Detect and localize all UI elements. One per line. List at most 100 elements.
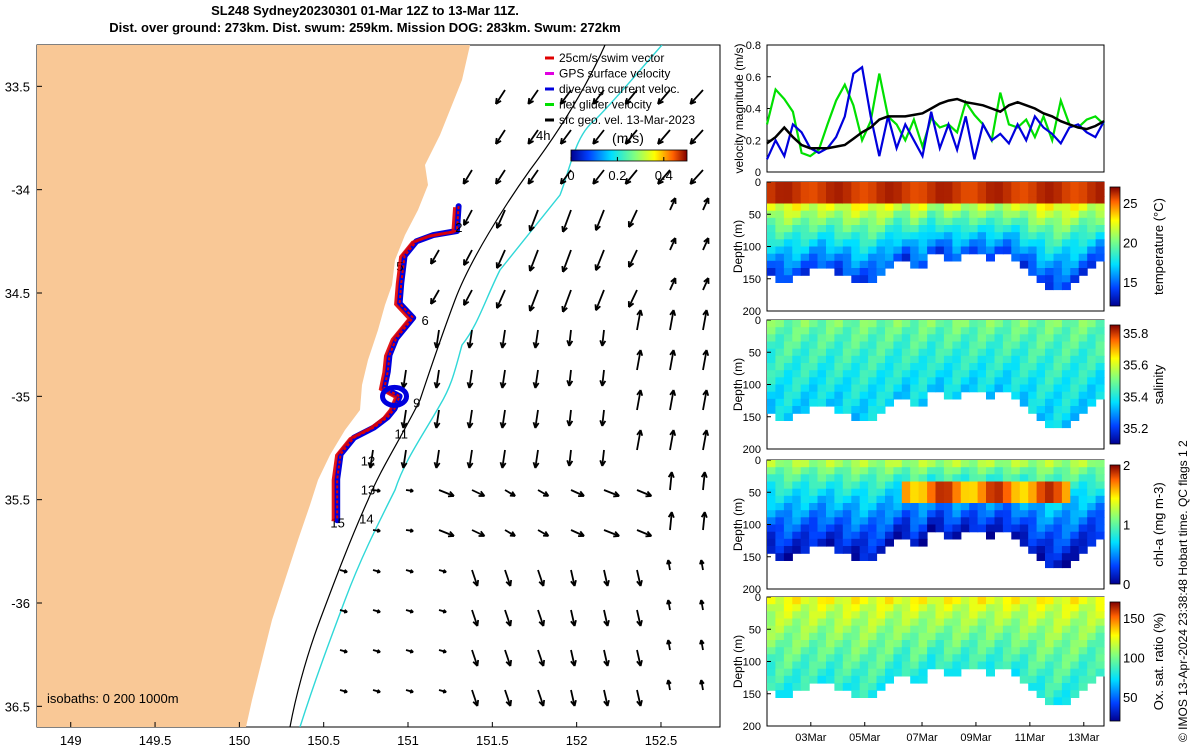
current-vector-arrow bbox=[666, 559, 672, 571]
heatmap-cell bbox=[800, 334, 810, 343]
heatmap-cell bbox=[952, 320, 962, 328]
heatmap-cell bbox=[1078, 327, 1088, 335]
heatmap-cell bbox=[775, 355, 785, 364]
heatmap-cell bbox=[1028, 531, 1038, 540]
heatmap-cell bbox=[1053, 460, 1063, 468]
heatmap-cell bbox=[767, 647, 776, 655]
heatmap-cell bbox=[834, 611, 844, 620]
heatmap-cell bbox=[834, 510, 844, 518]
heatmap-cell bbox=[927, 640, 937, 648]
heatmap-cell bbox=[1061, 320, 1071, 328]
heatmap-cell bbox=[859, 210, 869, 219]
heatmap-cell bbox=[960, 210, 970, 219]
heatmap-cell bbox=[868, 467, 878, 475]
heatmap-cell bbox=[851, 517, 861, 526]
heatmap-cell bbox=[910, 647, 920, 655]
heatmap-cell bbox=[1019, 363, 1029, 371]
heatmap-cell bbox=[893, 467, 903, 475]
colorbar-tick-label: 35.2 bbox=[1123, 421, 1148, 436]
heatmap-cell bbox=[792, 210, 802, 219]
heatmap-cell bbox=[868, 503, 878, 511]
heatmap-cell bbox=[817, 517, 827, 526]
heatmap-cell bbox=[1078, 618, 1088, 627]
heatmap-cell bbox=[826, 210, 835, 219]
heatmap-cell bbox=[809, 398, 819, 407]
heatmap-cell bbox=[1011, 510, 1021, 518]
heatmap-cell bbox=[826, 182, 835, 190]
heatmap-cell bbox=[1070, 553, 1080, 561]
current-vector-arrow bbox=[495, 209, 506, 229]
heatmap-cell bbox=[876, 398, 886, 407]
heatmap-cell bbox=[1011, 668, 1021, 677]
heatmap-cell bbox=[1019, 210, 1029, 219]
heatmap-cell bbox=[1053, 517, 1063, 526]
heatmap-cell bbox=[960, 474, 970, 483]
heatmap-cell bbox=[1036, 377, 1046, 386]
heatmap-cell bbox=[767, 391, 776, 400]
heatmap-cell bbox=[1061, 697, 1071, 706]
heatmap-cell bbox=[851, 370, 861, 378]
heatmap-cell bbox=[885, 189, 894, 197]
heatmap-cell bbox=[1078, 510, 1088, 518]
heatmap-cell bbox=[876, 481, 886, 490]
heatmap-cell bbox=[1078, 625, 1088, 634]
heatmap-cell bbox=[876, 654, 886, 663]
heatmap-cell bbox=[851, 377, 861, 386]
current-vector-arrow bbox=[624, 129, 638, 145]
heatmap-cell bbox=[876, 618, 886, 627]
heatmap-cell bbox=[960, 196, 970, 205]
heatmap-cell bbox=[1002, 524, 1012, 533]
track-label: 9 bbox=[413, 396, 420, 411]
heatmap-cell bbox=[775, 488, 785, 497]
heatmap-cell bbox=[876, 406, 886, 414]
velocity-y-tick-label: 0.6 bbox=[746, 72, 761, 84]
heatmap-cell bbox=[1087, 474, 1097, 483]
heatmap-cell bbox=[1053, 683, 1063, 691]
heatmap-cell bbox=[960, 495, 970, 504]
heatmap-cell bbox=[1045, 210, 1054, 219]
heatmap-cell bbox=[851, 189, 861, 197]
heatmap-cell bbox=[876, 488, 886, 497]
heatmap-cell bbox=[800, 232, 810, 240]
heatmap-cell bbox=[1036, 517, 1046, 526]
heatmap-cell bbox=[885, 225, 894, 233]
heatmap-cell bbox=[1078, 488, 1088, 497]
heatmap-cell bbox=[1036, 654, 1046, 663]
heatmap-cell bbox=[775, 275, 785, 283]
current-vector-arrow bbox=[561, 289, 572, 313]
heatmap-cell bbox=[952, 239, 962, 248]
heatmap-cell bbox=[977, 320, 987, 328]
heatmap-cell bbox=[927, 625, 937, 634]
heatmap-cell bbox=[986, 334, 995, 343]
heatmap-cell bbox=[1053, 495, 1063, 504]
current-vector-arrow bbox=[471, 689, 480, 707]
heatmap-cell bbox=[809, 334, 819, 343]
heatmap-cell bbox=[834, 503, 844, 511]
heatmap-cell bbox=[809, 517, 819, 526]
heatmap-cell bbox=[851, 524, 861, 533]
heatmap-cell bbox=[1053, 253, 1063, 262]
heatmap-cell bbox=[1095, 334, 1105, 343]
time-tick-label: 13Mar bbox=[1068, 732, 1100, 744]
map-time-label: 4h bbox=[536, 128, 550, 143]
heatmap-cell bbox=[842, 196, 852, 205]
current-vector-arrow bbox=[495, 249, 506, 269]
heatmap-cell bbox=[783, 510, 793, 518]
heatmap-cell bbox=[842, 355, 852, 364]
heatmap-cell bbox=[969, 363, 979, 371]
heatmap-cell bbox=[1002, 474, 1012, 483]
heatmap-cell bbox=[1070, 661, 1080, 670]
legend-label: sfc geo. vel. 13-Mar-2023 bbox=[559, 113, 695, 127]
heatmap-cell bbox=[901, 327, 911, 335]
heatmap-y-tick-label: 150 bbox=[743, 689, 761, 701]
heatmap-cell bbox=[1053, 675, 1063, 684]
heatmap-cell bbox=[868, 320, 878, 328]
heatmap-cell bbox=[842, 217, 852, 226]
heatmap-cell bbox=[935, 632, 945, 641]
heatmap-cell bbox=[809, 474, 819, 483]
heatmap-cell bbox=[935, 217, 945, 226]
heatmap-cell bbox=[1019, 618, 1029, 627]
heatmap-cell bbox=[935, 604, 945, 612]
heatmap-cell bbox=[918, 210, 928, 219]
heatmap-cell bbox=[1036, 611, 1046, 620]
